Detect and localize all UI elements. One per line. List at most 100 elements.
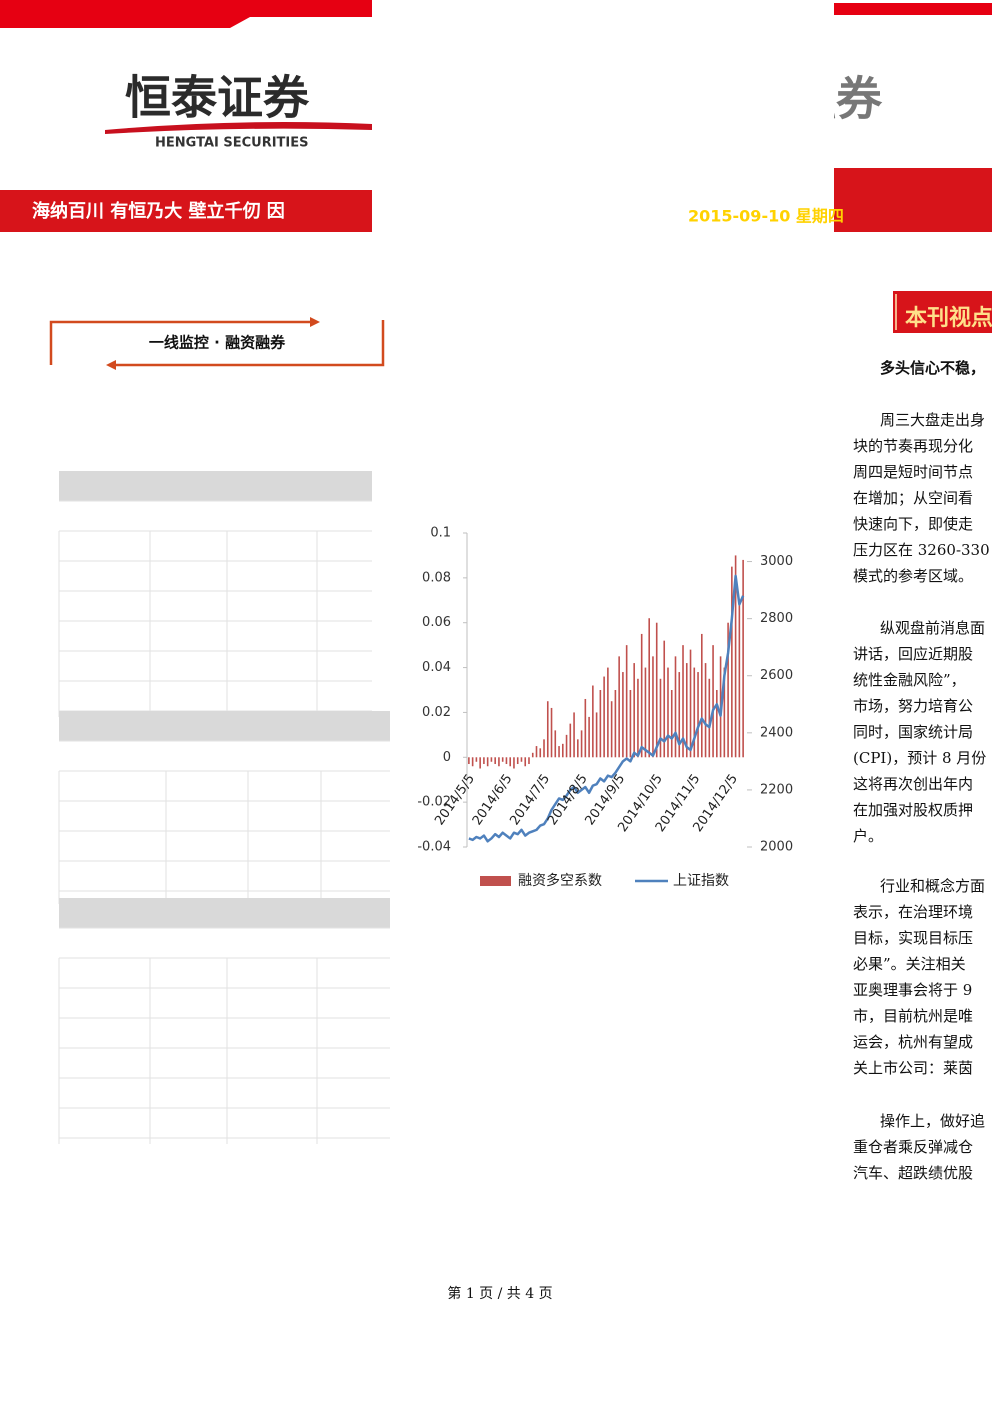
y-tick-label: 0.02	[422, 705, 451, 720]
bar	[535, 746, 538, 758]
bar	[674, 656, 677, 758]
logo-swoosh	[105, 122, 372, 134]
bar	[573, 712, 575, 758]
top-band-right	[834, 3, 992, 15]
bar	[678, 672, 681, 758]
bar	[524, 757, 527, 767]
bar	[614, 690, 617, 758]
bar	[599, 690, 602, 758]
date-band	[834, 168, 992, 232]
bar	[490, 757, 493, 762]
bar	[520, 757, 523, 762]
view-heading: 本刊视点	[905, 305, 992, 331]
bar	[697, 672, 699, 758]
view-title: 多头信心不稳，	[880, 359, 985, 377]
y-tick-label: 0.08	[422, 570, 451, 585]
bar	[486, 757, 489, 767]
body-line: 周三大盘走出身	[880, 411, 985, 429]
body-line: 市，目前杭州是唯	[853, 1007, 973, 1025]
legend-label: 融资多空系数	[518, 872, 602, 889]
bar	[513, 757, 515, 769]
footer: 第 1 页 / 共 4 页	[447, 1285, 552, 1302]
bar	[505, 757, 508, 765]
bar	[607, 667, 609, 758]
bar	[629, 690, 632, 758]
y-tick-label: 0	[443, 750, 451, 765]
body-line: 讲话，回应近期股	[853, 645, 973, 663]
bar	[693, 667, 696, 758]
table-header-row	[59, 898, 390, 928]
bar	[652, 656, 654, 758]
bar	[595, 712, 598, 758]
bar	[509, 757, 512, 767]
arrow	[310, 317, 320, 327]
bar	[633, 663, 635, 758]
bar	[685, 663, 688, 758]
bar	[712, 645, 714, 758]
bar	[539, 748, 542, 758]
logo: 恒泰证券	[125, 71, 310, 125]
body-line: (CPI)，预计 8 月份	[853, 749, 986, 767]
bar	[648, 618, 651, 758]
bar	[483, 757, 485, 765]
bar	[561, 743, 564, 758]
bar	[498, 757, 500, 767]
right-title: 融券	[790, 72, 883, 126]
bar	[667, 667, 669, 758]
bar	[531, 752, 534, 758]
bar	[727, 622, 729, 758]
y-tick-label: -0.04	[417, 840, 451, 855]
bar	[731, 566, 733, 758]
body-line: 这将再次创出年内	[853, 775, 973, 793]
y2-tick-label: 2600	[760, 668, 793, 683]
header-right: 融券	[790, 3, 992, 232]
bar	[716, 690, 718, 758]
date: 2015-09-10 星期四	[688, 207, 844, 226]
bar	[588, 716, 590, 758]
bar	[704, 663, 707, 758]
body-line: 重仓者乘反弹减仓	[853, 1138, 973, 1156]
bar	[603, 676, 605, 758]
bar	[501, 757, 504, 762]
bar	[640, 633, 643, 758]
body-line: 必果”。关注相关	[853, 955, 966, 973]
legend-label: 上证指数	[673, 873, 729, 889]
body-line: 汽车、超跌绩优股	[853, 1164, 973, 1182]
body-line: 行业和概念方面	[880, 877, 985, 895]
bar	[659, 678, 662, 758]
bar	[655, 622, 658, 758]
bar	[708, 678, 711, 758]
bar	[670, 690, 673, 758]
body-line: 在加强对股权质押	[853, 801, 973, 819]
body-line: 户。	[853, 827, 883, 845]
body-line: 同时，国家统计局	[853, 723, 973, 741]
bar	[663, 640, 666, 758]
y2-tick-label: 3000	[760, 554, 793, 569]
top-band	[0, 0, 372, 28]
arrow	[106, 360, 116, 370]
legend-swatch	[480, 876, 511, 886]
bar	[543, 739, 545, 758]
bar	[689, 649, 692, 758]
body-line: 运会，杭州有望成	[853, 1033, 973, 1051]
y-tick-label: 0.1	[430, 526, 451, 541]
bar	[471, 757, 474, 767]
bar	[592, 685, 594, 758]
bar	[479, 757, 481, 769]
body-line: 统性金融风险”，	[853, 671, 966, 689]
chart: -0.04 -0.02 0 0.02 0.04 0.06 0.08 0.1 2000 2200 24…	[417, 526, 793, 890]
body-line: 纵观盘前消息面	[880, 619, 985, 637]
body-line: 周四是短时间节点	[853, 463, 973, 481]
y-tick-label: -0.02	[417, 795, 451, 810]
bar	[584, 698, 587, 758]
bar	[565, 734, 568, 758]
view-heading-box	[893, 291, 992, 333]
y2-tick-label: 2000	[760, 840, 793, 855]
body-line: 操作上，做好追	[880, 1112, 985, 1130]
body-line: 模式的参考区域。	[853, 567, 973, 585]
bar	[622, 672, 624, 758]
header-left: 恒泰证券 HENGTAI SECURITIES 海纳百川 有恒乃大 壁立千仞 因	[0, 0, 372, 232]
bar	[550, 707, 553, 758]
